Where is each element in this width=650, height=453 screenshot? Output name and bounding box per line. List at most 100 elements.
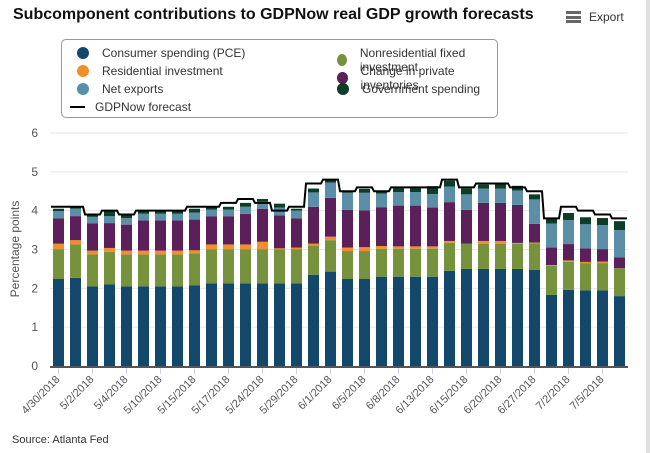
bar-stack[interactable] (257, 199, 268, 366)
bar-segment[interactable] (512, 243, 523, 269)
bar-segment[interactable] (206, 283, 217, 366)
bar-segment[interactable] (427, 246, 438, 249)
bar-segment[interactable] (240, 206, 251, 214)
bar-stack[interactable] (138, 211, 149, 366)
bar-segment[interactable] (478, 240, 489, 244)
bar-segment[interactable] (87, 250, 98, 255)
bar-segment[interactable] (274, 248, 285, 250)
bar-stack[interactable] (223, 206, 234, 366)
bar-segment[interactable] (121, 254, 132, 287)
bar-segment[interactable] (223, 209, 234, 217)
bar-segment[interactable] (359, 251, 370, 280)
bar-segment[interactable] (546, 265, 557, 266)
bar-segment[interactable] (189, 253, 200, 286)
bar-segment[interactable] (138, 211, 149, 214)
bar-stack[interactable] (121, 215, 132, 366)
bar-segment[interactable] (342, 279, 353, 366)
bar-segment[interactable] (461, 188, 472, 195)
bar-segment[interactable] (53, 249, 64, 280)
bar-segment[interactable] (325, 271, 336, 366)
bar-segment[interactable] (529, 223, 540, 243)
bar-segment[interactable] (274, 249, 285, 284)
bar-segment[interactable] (512, 242, 523, 244)
bar-segment[interactable] (342, 209, 353, 248)
bar-stack[interactable] (240, 202, 251, 366)
bar-segment[interactable] (240, 202, 251, 207)
bar-segment[interactable] (138, 220, 149, 251)
bar-segment[interactable] (87, 216, 98, 224)
scrollbar[interactable] (646, 0, 650, 453)
bar-stack[interactable] (359, 188, 370, 366)
bar-stack[interactable] (529, 194, 540, 366)
bar-segment[interactable] (546, 247, 557, 266)
bar-segment[interactable] (427, 276, 438, 366)
bar-segment[interactable] (376, 246, 387, 249)
bar-stack[interactable] (172, 211, 183, 366)
bar-segment[interactable] (206, 249, 217, 284)
bar-segment[interactable] (427, 193, 438, 208)
bar-segment[interactable] (410, 246, 421, 249)
bar-segment[interactable] (155, 254, 166, 287)
bar-segment[interactable] (546, 223, 557, 248)
bar-segment[interactable] (444, 180, 455, 187)
bar-stack[interactable] (291, 208, 302, 366)
bar-segment[interactable] (495, 243, 506, 269)
bar-segment[interactable] (121, 218, 132, 225)
bar-segment[interactable] (87, 214, 98, 217)
bar-segment[interactable] (359, 247, 370, 252)
bar-stack[interactable] (104, 211, 115, 366)
bar-segment[interactable] (138, 286, 149, 366)
bar-stack[interactable] (546, 218, 557, 366)
bar-segment[interactable] (240, 283, 251, 366)
bar-segment[interactable] (376, 248, 387, 277)
bar-stack[interactable] (376, 191, 387, 366)
bar-segment[interactable] (359, 188, 370, 193)
bar-stack[interactable] (597, 218, 608, 366)
bar-segment[interactable] (189, 219, 200, 251)
bar-segment[interactable] (410, 205, 421, 247)
bar-segment[interactable] (444, 242, 455, 271)
bar-segment[interactable] (478, 202, 489, 241)
bar-segment[interactable] (580, 261, 591, 264)
bar-segment[interactable] (580, 217, 591, 225)
bar-segment[interactable] (461, 243, 472, 269)
bar-stack[interactable] (342, 190, 353, 366)
bar-segment[interactable] (291, 218, 302, 248)
bar-segment[interactable] (291, 283, 302, 366)
bar-segment[interactable] (444, 240, 455, 243)
bar-segment[interactable] (461, 194, 472, 210)
bar-segment[interactable] (563, 261, 574, 290)
bar-segment[interactable] (70, 244, 81, 278)
bar-segment[interactable] (342, 247, 353, 252)
bar-segment[interactable] (189, 212, 200, 220)
bar-segment[interactable] (580, 224, 591, 249)
bar-segment[interactable] (70, 277, 81, 366)
bar-segment[interactable] (546, 294, 557, 366)
bar-segment[interactable] (155, 213, 166, 221)
bar-segment[interactable] (70, 208, 81, 217)
bar-segment[interactable] (342, 192, 353, 210)
bar-segment[interactable] (121, 250, 132, 255)
bar-segment[interactable] (274, 203, 285, 208)
bar-segment[interactable] (478, 184, 489, 189)
bar-segment[interactable] (478, 268, 489, 366)
bar-segment[interactable] (512, 204, 523, 243)
bar-segment[interactable] (87, 254, 98, 287)
bar-segment[interactable] (121, 286, 132, 366)
bar-segment[interactable] (359, 210, 370, 248)
bar-segment[interactable] (393, 205, 404, 247)
bar-segment[interactable] (308, 206, 319, 244)
bar-segment[interactable] (512, 268, 523, 366)
bar-segment[interactable] (104, 247, 115, 252)
bar-segment[interactable] (325, 182, 336, 198)
bar-stack[interactable] (563, 212, 574, 366)
bar-segment[interactable] (359, 279, 370, 366)
bar-segment[interactable] (376, 191, 387, 194)
legend-item-nonresidential[interactable]: Nonresidential fixed investment (337, 46, 497, 74)
bar-segment[interactable] (53, 208, 64, 212)
bar-segment[interactable] (597, 249, 608, 262)
bar-segment[interactable] (223, 206, 234, 210)
bar-segment[interactable] (104, 216, 115, 224)
bar-segment[interactable] (155, 211, 166, 214)
bar-segment[interactable] (529, 194, 540, 200)
